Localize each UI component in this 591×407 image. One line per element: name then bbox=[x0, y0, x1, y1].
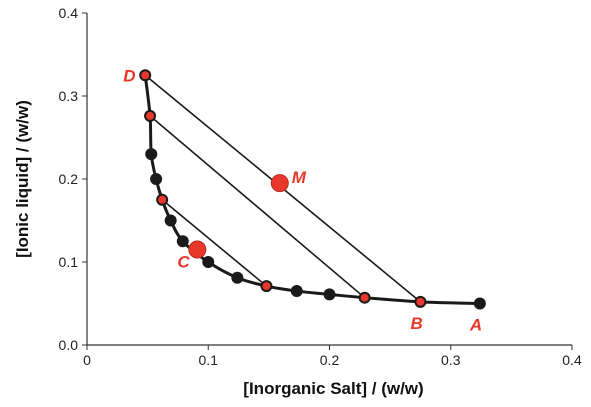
x-tick-label: 0.3 bbox=[441, 352, 461, 368]
point-labels: D M C B A bbox=[123, 66, 482, 334]
data-point-marker bbox=[290, 285, 303, 298]
data-point-marker bbox=[473, 297, 486, 310]
tie-line-endpoint-marker bbox=[358, 291, 371, 304]
x-tick-label: 0 bbox=[83, 352, 91, 368]
data-point-marker bbox=[145, 148, 158, 161]
point-c-marker bbox=[188, 240, 207, 259]
y-tick-label: 0.0 bbox=[59, 337, 79, 353]
y-tick-label: 0.4 bbox=[59, 5, 79, 21]
tie-line-endpoint-marker bbox=[139, 69, 152, 82]
data-point-marker bbox=[150, 173, 163, 185]
tie-line bbox=[161, 199, 267, 287]
binodal-curve bbox=[143, 75, 480, 305]
axes: 0 0.1 0.2 0.3 0.4 0.0 0.1 0.2 0.3 0.4 bbox=[59, 5, 582, 368]
tie-line bbox=[149, 115, 366, 299]
y-axis-title: [Ionic liquid] / (w/w) bbox=[13, 100, 32, 258]
y-tick-label: 0.3 bbox=[59, 88, 79, 104]
y-tick-label: 0.1 bbox=[59, 254, 79, 270]
data-point-marker bbox=[202, 256, 215, 268]
tie-line-endpoint-marker bbox=[414, 295, 427, 308]
data-point-marker bbox=[231, 271, 244, 284]
point-label-a: A bbox=[469, 316, 482, 335]
tie-line-endpoint-marker bbox=[144, 109, 157, 122]
x-axis-title: [Inorganic Salt] / (w/w) bbox=[243, 379, 423, 398]
data-point-marker bbox=[323, 288, 336, 301]
data-point-marker bbox=[176, 235, 189, 248]
x-tick-label: 0.1 bbox=[199, 352, 219, 368]
x-tick-label: 0.2 bbox=[320, 352, 340, 368]
tie-line-endpoint-marker bbox=[260, 280, 273, 293]
point-label-c: C bbox=[177, 253, 190, 272]
data-markers bbox=[139, 69, 486, 310]
point-m-marker bbox=[270, 174, 289, 193]
point-label-b: B bbox=[410, 314, 422, 333]
data-point-marker bbox=[164, 214, 177, 227]
binodal-curve-path bbox=[143, 75, 480, 305]
x-tick-label: 0.4 bbox=[562, 352, 582, 368]
tie-line-endpoint-marker bbox=[156, 193, 169, 206]
y-tick-label: 0.2 bbox=[59, 171, 79, 187]
point-label-m: M bbox=[292, 168, 307, 187]
point-label-d: D bbox=[123, 66, 135, 85]
